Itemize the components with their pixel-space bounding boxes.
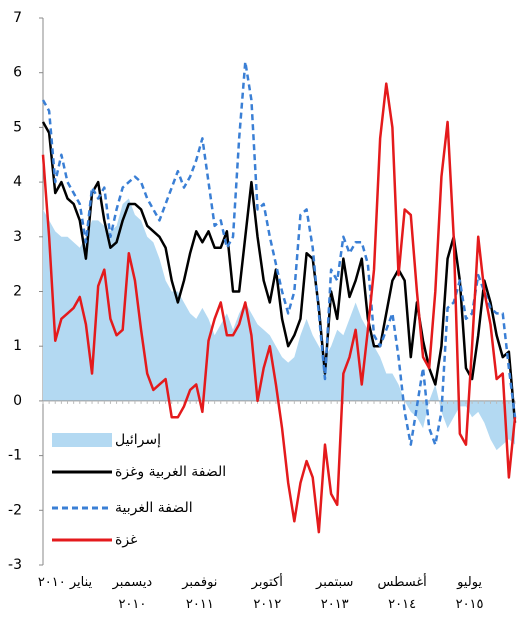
x-tick-label: نوفمبر ٢٠١١ <box>182 575 218 612</box>
legend-label: غزة <box>115 532 137 548</box>
y-tick-label: -1 <box>8 448 22 464</box>
legend-swatch <box>52 433 112 447</box>
legend-label: الضفة الغربية <box>115 500 193 516</box>
y-tick-label: 1 <box>13 338 22 354</box>
line <box>41 121 517 423</box>
x-tick-label: يناير ٢٠١٠ <box>37 575 93 590</box>
y-tick-label: 5 <box>13 119 22 135</box>
y-tick-label: 3 <box>13 229 22 245</box>
y-tick-label: -2 <box>8 502 22 518</box>
y-tick-label: 0 <box>13 393 22 409</box>
x-tick-label: يوليو ٢٠١٥ <box>455 575 484 612</box>
line <box>41 82 517 534</box>
y-tick-label: -3 <box>8 557 22 573</box>
y-tick-label: 2 <box>13 284 22 300</box>
y-tick-label: 4 <box>13 174 22 190</box>
legend-label: إسرائيل <box>115 432 161 448</box>
x-tick-label: أكتوبر ٢٠١٢ <box>251 575 283 612</box>
line <box>41 60 517 446</box>
x-tick-label: ديسمبر ٢٠١٠ <box>112 575 153 612</box>
legend-label: الضفة الغربية وغزة <box>115 464 226 480</box>
y-tick-label: 7 <box>13 10 22 26</box>
area <box>43 198 515 451</box>
y-tick-label: 6 <box>13 65 22 81</box>
x-tick-label: سبتمبر ٢٠١٣ <box>316 575 354 612</box>
x-tick-label: أغسطس ٢٠١٤ <box>377 575 427 612</box>
